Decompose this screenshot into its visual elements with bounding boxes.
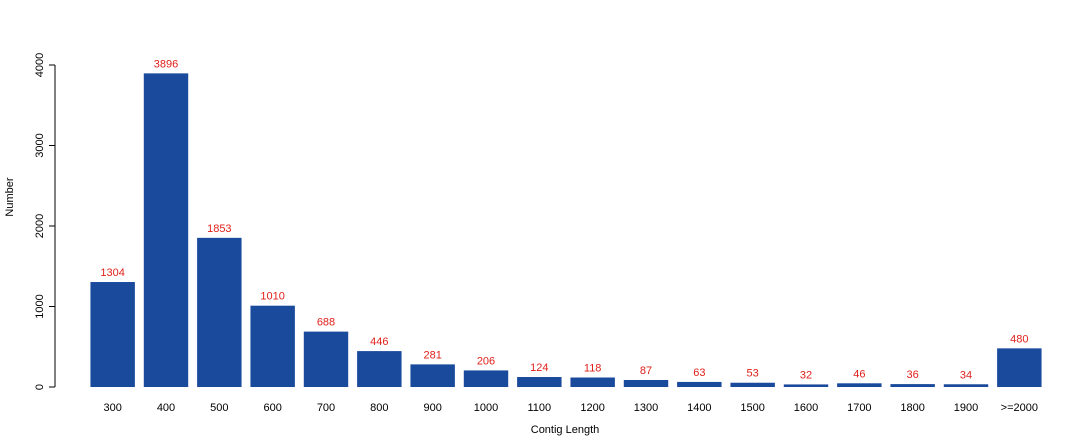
x-tick-label: 500 (210, 402, 228, 414)
bar-value-label: 446 (370, 336, 388, 348)
y-tick-label: 3000 (34, 133, 46, 157)
bar-value-label: 34 (960, 369, 972, 381)
y-axis-title: Number (4, 177, 16, 216)
x-tick-label: 600 (263, 402, 281, 414)
x-tick-label: 1200 (580, 402, 604, 414)
bar-1200 (570, 377, 615, 387)
bar-500 (197, 237, 242, 387)
bar-1100 (517, 377, 562, 387)
y-tick-label: 4000 (34, 53, 46, 77)
bar-value-label: 1010 (260, 291, 284, 303)
y-tick-label: 1000 (34, 294, 46, 318)
bar-1500 (730, 382, 775, 387)
bar-800 (357, 351, 402, 387)
x-tick-label: 1900 (954, 402, 978, 414)
bar-value-label: 1853 (207, 223, 231, 235)
bar-300 (90, 282, 135, 387)
bar-value-label: 63 (693, 367, 705, 379)
x-tick-label: 900 (423, 402, 441, 414)
x-tick-label: 400 (157, 402, 175, 414)
x-tick-label: 1600 (794, 402, 818, 414)
x-tick-label: 700 (317, 402, 335, 414)
y-tick-label: 0 (34, 384, 46, 390)
bar-2000 (997, 348, 1042, 387)
x-tick-label: 1100 (528, 402, 552, 414)
bar-900 (410, 364, 455, 387)
bar-value-label: 1304 (100, 267, 124, 279)
y-tick-label: 2000 (34, 214, 46, 238)
y-axis: 0 1000 2000 3000 4000 (34, 53, 56, 390)
x-axis-title: Contig Length (531, 424, 600, 436)
bar-value-label: 46 (853, 368, 865, 380)
x-tick-label: 1000 (474, 402, 498, 414)
x-tick-labels-group: 300 400 500 600 700 800 900 1000 1100 1200 1300 140… (103, 402, 1038, 414)
bar-value-label: 206 (477, 355, 495, 367)
x-tick-label: 1400 (687, 402, 711, 414)
bar-value-label: 688 (317, 317, 335, 329)
bar-value-label: 53 (747, 368, 759, 380)
bar-value-label: 3896 (154, 58, 178, 70)
bar-1900 (943, 384, 989, 387)
x-tick-label: 1300 (634, 402, 658, 414)
bars-group (90, 73, 1042, 387)
x-tick-label: 1800 (900, 402, 924, 414)
x-tick-label: 1700 (847, 402, 871, 414)
x-tick-label: 300 (103, 402, 121, 414)
x-tick-label: 1500 (740, 402, 764, 414)
bar-1400 (677, 381, 722, 387)
bar-700 (303, 331, 349, 387)
bar-1300 (623, 379, 669, 387)
bar-value-label: 118 (584, 363, 602, 375)
bar-1600 (783, 384, 829, 387)
bar-value-label: 281 (423, 349, 441, 361)
bar-400 (143, 73, 189, 387)
bar-600 (250, 305, 295, 387)
bar-value-label: 32 (800, 369, 812, 381)
x-tick-label: >=2000 (1001, 402, 1038, 414)
bar-value-label: 87 (640, 365, 652, 377)
bar-1000 (463, 370, 509, 387)
bar-value-label: 124 (530, 362, 548, 374)
bar-1700 (837, 383, 882, 387)
bar-1800 (890, 384, 935, 387)
bar-value-label: 480 (1010, 333, 1028, 345)
x-tick-label: 800 (370, 402, 388, 414)
data-labels-group: 1304 3896 1853 1010 688 446 281 206 124 118 87 63 53… (100, 58, 1028, 381)
bar-value-label: 36 (907, 369, 919, 381)
